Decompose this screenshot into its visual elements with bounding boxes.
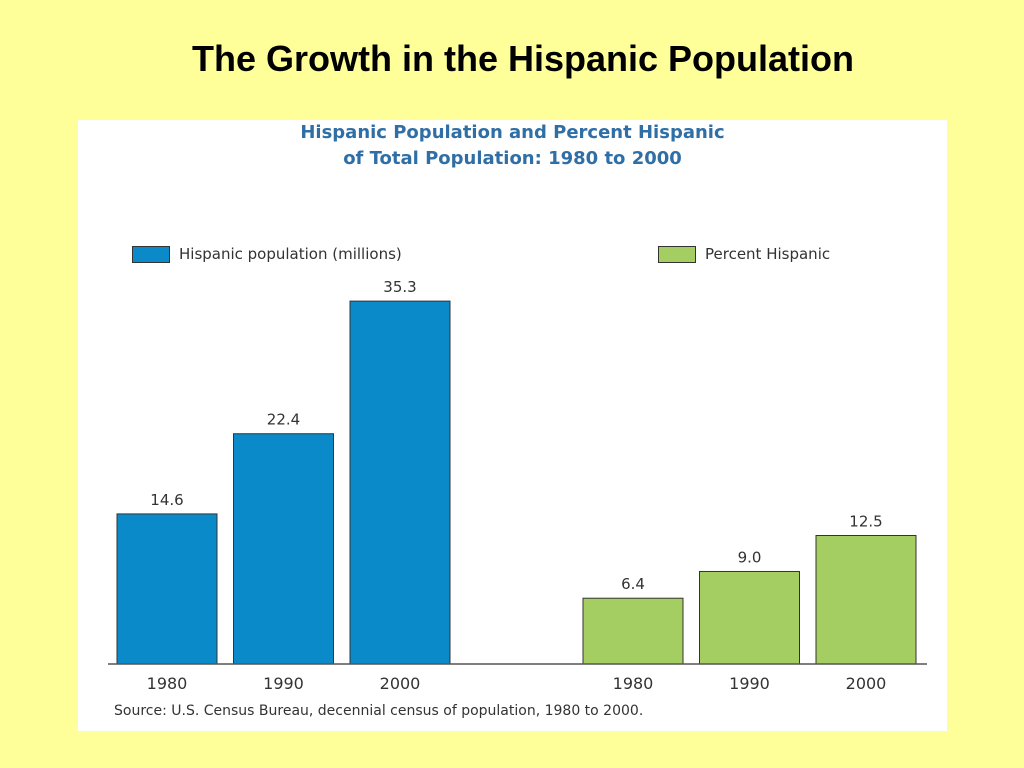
bar-chart-plot: 14.6 1980 22.4 1990 35.3 2000 6.4 1980 9.0 1990 12… xyxy=(108,278,927,693)
legend-swatch-percent xyxy=(658,245,696,263)
chart-title: Hispanic Population and Percent Hispanic… xyxy=(78,120,947,172)
legend-label-population: Hispanic population (millions) xyxy=(179,245,402,263)
slide-title: The Growth in the Hispanic Population xyxy=(191,38,854,79)
data-label-population-2000: 35.3 xyxy=(383,278,416,296)
chart-panel: Hispanic Population and Percent Hispanic… xyxy=(78,120,947,731)
x-tick-label-population-1990: 1990 xyxy=(263,674,304,693)
bar-percent-1990 xyxy=(699,570,800,665)
source-note: Source: U.S. Census Bureau, decennial ce… xyxy=(114,703,644,719)
data-label-percent-2000: 12.5 xyxy=(849,513,882,531)
x-tick-label-population-1980: 1980 xyxy=(147,674,188,693)
bar-population-2000 xyxy=(349,300,451,665)
data-label-percent-1980: 6.4 xyxy=(621,575,645,593)
x-tick-label-population-2000: 2000 xyxy=(380,674,421,693)
data-label-percent-1990: 9.0 xyxy=(738,548,762,566)
bar-population-1990 xyxy=(233,433,334,665)
legend-item-percent: Percent Hispanic xyxy=(658,244,830,264)
bar-percent-2000 xyxy=(815,535,917,665)
x-tick-label-percent-1980: 1980 xyxy=(613,674,654,693)
x-tick-label-percent-2000: 2000 xyxy=(846,674,887,693)
bar-population-1980 xyxy=(116,513,218,665)
bar-percent-1980 xyxy=(582,597,684,665)
legend-swatch-population xyxy=(132,245,170,263)
chart-title-line-1: Hispanic Population and Percent Hispanic xyxy=(300,122,725,143)
legend-label-percent: Percent Hispanic xyxy=(705,245,831,263)
x-tick-label-percent-1990: 1990 xyxy=(729,674,770,693)
data-label-population-1980: 14.6 xyxy=(150,491,183,509)
chart-title-line-2: of Total Population: 1980 to 2000 xyxy=(343,148,682,169)
data-label-population-1990: 22.4 xyxy=(267,411,300,429)
legend-item-population: Hispanic population (millions) xyxy=(132,244,402,264)
